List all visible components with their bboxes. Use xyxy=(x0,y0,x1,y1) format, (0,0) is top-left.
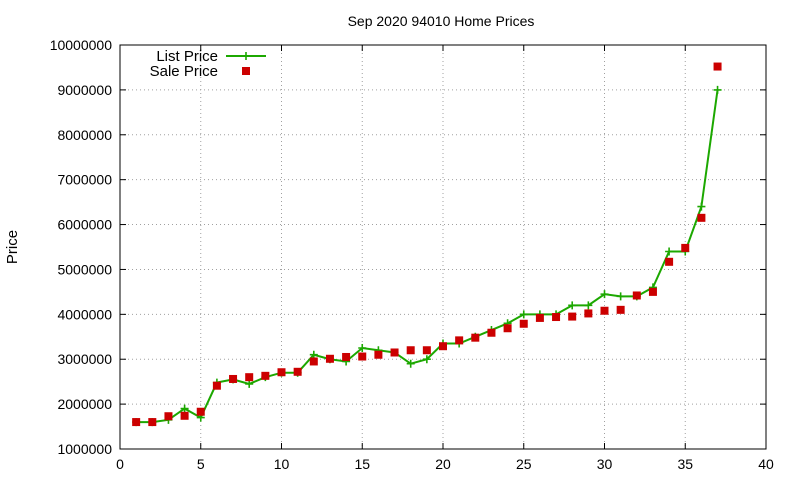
sale-price-point xyxy=(374,350,383,359)
series-line-list-price xyxy=(136,89,719,424)
y-tick-label: 4000000 xyxy=(57,306,112,322)
list-price-point xyxy=(713,85,722,94)
sale-price-point xyxy=(390,348,399,357)
x-tick-label: 5 xyxy=(197,456,205,472)
list-price-point xyxy=(697,202,706,211)
sale-price-point xyxy=(325,354,334,363)
x-tick-label: 15 xyxy=(354,456,370,472)
y-tick-label: 1000000 xyxy=(57,441,112,457)
sale-price-point xyxy=(293,367,302,376)
list-price-point xyxy=(245,379,254,388)
list-price-point xyxy=(358,344,367,352)
list-price-point xyxy=(584,301,593,310)
sale-price-point xyxy=(277,368,286,377)
list-price-point xyxy=(600,290,609,299)
list-price-point xyxy=(422,355,431,364)
sale-price-point xyxy=(519,319,528,328)
y-tick-label: 9000000 xyxy=(57,82,112,98)
sale-price-point xyxy=(229,374,238,383)
sale-price-point xyxy=(406,346,415,355)
sale-price-point xyxy=(648,287,657,296)
y-tick-label: 3000000 xyxy=(57,351,112,367)
legend-label-list-price: List Price xyxy=(156,48,218,65)
x-tick-label: 40 xyxy=(758,456,774,472)
legend-label-sale-price: Sale Price xyxy=(150,63,218,80)
y-tick-label: 10000000 xyxy=(50,37,113,53)
sale-price-point xyxy=(552,313,561,322)
sale-price-point xyxy=(713,62,722,71)
y-tick-label: 5000000 xyxy=(57,261,112,277)
x-tick-label: 10 xyxy=(274,456,290,472)
sale-price-point xyxy=(584,309,593,318)
legend-marker-list-price xyxy=(242,52,250,60)
sale-price-point xyxy=(358,352,367,361)
y-tick-label: 2000000 xyxy=(57,396,112,412)
sale-price-point xyxy=(455,336,464,345)
x-tick-label: 0 xyxy=(116,456,124,472)
sale-price-point xyxy=(681,243,690,252)
list-price-point xyxy=(180,404,189,413)
chart-title: Sep 2020 94010 Home Prices xyxy=(348,13,535,29)
x-tick-label: 25 xyxy=(516,456,532,472)
sale-price-point xyxy=(697,213,706,222)
plot-frame xyxy=(119,44,767,450)
sale-price-point xyxy=(212,381,221,390)
x-tick-label: 20 xyxy=(435,456,451,472)
sale-price-point xyxy=(568,312,577,321)
sale-price-point xyxy=(309,357,318,366)
sale-price-point xyxy=(665,257,674,266)
sale-price-point xyxy=(422,346,431,355)
sale-price-point xyxy=(148,418,157,427)
sale-price-point xyxy=(439,342,447,351)
x-tick-label: 30 xyxy=(597,456,613,472)
sale-price-point xyxy=(261,371,270,380)
sale-price-point xyxy=(196,407,205,416)
series-layer xyxy=(132,62,722,427)
list-price-point xyxy=(665,247,674,256)
list-price-point xyxy=(309,350,318,359)
y-tick-label: 7000000 xyxy=(57,172,112,188)
sale-price-point xyxy=(632,291,641,300)
sale-price-point xyxy=(180,411,189,420)
sale-price-point xyxy=(132,418,141,427)
list-price-point xyxy=(616,292,625,301)
grid-lines xyxy=(120,45,766,449)
x-tick-label: 35 xyxy=(677,456,693,472)
sale-price-point xyxy=(342,352,351,361)
list-price-point xyxy=(519,310,528,319)
sale-price-point xyxy=(471,333,480,342)
sale-price-point xyxy=(600,306,609,315)
sale-price-point xyxy=(535,313,544,322)
sale-price-point xyxy=(503,324,512,333)
y-axis-label: Price xyxy=(4,230,21,264)
sale-price-point xyxy=(245,373,254,382)
axis-ticks: 1000000 2000000 3000000 4000000 5000000 60000… xyxy=(50,37,774,472)
sale-price-point xyxy=(487,328,496,337)
y-tick-label: 8000000 xyxy=(57,127,112,143)
list-price-point xyxy=(406,359,415,368)
y-tick-label: 6000000 xyxy=(57,217,112,233)
legend-marker-sale-price xyxy=(242,67,250,75)
sale-price-point xyxy=(616,305,625,314)
legend: List Price Sale Price xyxy=(150,48,266,80)
sale-price-point xyxy=(164,412,173,421)
list-price-point xyxy=(568,301,577,310)
